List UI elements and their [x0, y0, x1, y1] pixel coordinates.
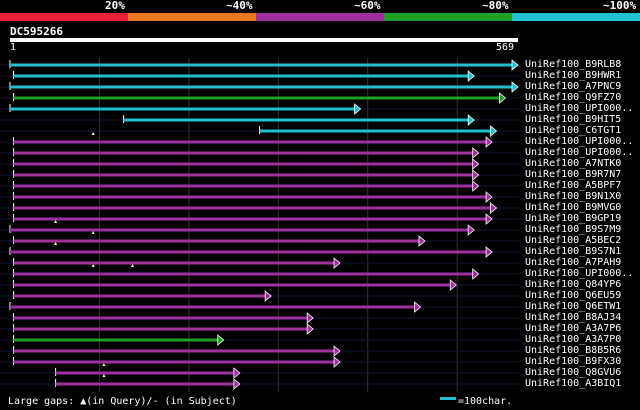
hit-label[interactable]: UniRef100_B9HIT5	[525, 114, 622, 125]
hit-arrow	[217, 334, 225, 346]
hit-label[interactable]: UniRef100_B9FX30	[525, 356, 622, 367]
legend-segment	[512, 13, 640, 21]
hit-label[interactable]: UniRef100_A7PNC9	[525, 81, 622, 92]
identity-legend: 20% ~40% ~60% ~80% ~100%	[0, 0, 640, 24]
hit-arrow	[499, 92, 507, 104]
legend-label: ~100%	[603, 0, 637, 12]
hit-label[interactable]: UniRef100_A3BIQ1	[525, 378, 622, 389]
query-bar	[10, 38, 518, 42]
query-gap-marker	[102, 363, 106, 366]
hit-label[interactable]: UniRef100_Q84YP6	[525, 279, 622, 290]
hit-label[interactable]: UniRef100_Q9FZ70	[525, 92, 622, 103]
hit-label[interactable]: UniRef100_A3A7P6	[525, 323, 622, 334]
hit-label[interactable]: UniRef100_UPI000..	[525, 147, 634, 158]
hit-label[interactable]: UniRef100_B9N1X0	[525, 191, 622, 202]
scale-bar	[440, 397, 456, 400]
query-gap-marker	[54, 242, 58, 245]
hit-arrow	[485, 136, 493, 148]
hit-arrow	[306, 312, 314, 324]
hit-arrow	[472, 147, 480, 159]
hit-arrow	[414, 301, 422, 313]
hit-arrow	[467, 224, 475, 236]
scale-label: =100char.	[458, 396, 513, 407]
hit-label[interactable]: UniRef100_UPI000..	[525, 268, 634, 279]
hit-label[interactable]: UniRef100_Q6ETW1	[525, 301, 622, 312]
hit-arrow	[354, 103, 362, 115]
legend-segment	[128, 13, 256, 21]
legend-segment	[384, 13, 512, 21]
hit-label[interactable]: UniRef100_A3A7P0	[525, 334, 622, 345]
hit-label[interactable]: UniRef100_B9MVG0	[525, 202, 622, 213]
hit-arrow	[485, 191, 493, 203]
hit-arrow	[472, 268, 480, 280]
query-gap-marker	[131, 264, 135, 267]
hit-label[interactable]: UniRef100_B9R7N7	[525, 169, 622, 180]
hit-label[interactable]: UniRef100_A7PAH9	[525, 257, 622, 268]
hit-label[interactable]: UniRef100_A5BPF7	[525, 180, 622, 191]
query-gap-marker	[54, 220, 58, 223]
hit-arrow	[333, 356, 341, 368]
hit-arrow	[467, 70, 475, 82]
query-gap-marker	[102, 374, 106, 377]
hit-arrow	[485, 246, 493, 258]
legend-segment	[0, 13, 128, 21]
query-id: DC595266	[10, 25, 63, 38]
hit-arrow	[490, 125, 498, 137]
hit-arrow	[490, 202, 498, 214]
gaps-legend: Large gaps: ▲(in Query)/- (in Subject)	[8, 396, 237, 407]
hit-arrow	[233, 378, 241, 390]
hit-label[interactable]: UniRef100_B8AJ34	[525, 312, 622, 323]
hit-arrow	[511, 81, 519, 93]
hit-arrow	[449, 279, 457, 291]
query-end-label: 569	[496, 42, 515, 53]
hit-arrow	[306, 323, 314, 335]
query-gap-marker	[91, 264, 95, 267]
legend-label: ~60%	[354, 0, 381, 12]
query-gap-marker	[91, 132, 95, 135]
hit-label[interactable]: UniRef100_C6TGT1	[525, 125, 622, 136]
hit-label[interactable]: UniRef100_A5BEC2	[525, 235, 622, 246]
hit-arrow	[233, 367, 241, 379]
hit-label[interactable]: UniRef100_UPI000..	[525, 103, 634, 114]
hit-arrow	[333, 257, 341, 269]
hit-arrow	[418, 235, 426, 247]
hit-arrow	[472, 169, 480, 181]
hit-arrow	[333, 345, 341, 357]
hit-arrow	[485, 213, 493, 225]
hit-arrow	[264, 290, 272, 302]
hit-label[interactable]: UniRef100_B9HWR1	[525, 70, 622, 81]
hit-arrow	[472, 158, 480, 170]
hit-arrow	[511, 59, 519, 71]
hit-arrow	[472, 180, 480, 192]
hit-label[interactable]: UniRef100_B9S7M9	[525, 224, 622, 235]
hit-label[interactable]: UniRef100_B9RLB8	[525, 59, 622, 70]
hit-label[interactable]: UniRef100_B9S7N1	[525, 246, 622, 257]
hit-label[interactable]: UniRef100_A7NTK0	[525, 158, 622, 169]
legend-label: 20%	[105, 0, 125, 12]
hit-arrow	[467, 114, 475, 126]
hit-label[interactable]: UniRef100_B8B5R6	[525, 345, 622, 356]
legend-label: ~40%	[226, 0, 253, 12]
query-gap-marker	[91, 231, 95, 234]
legend-segment	[256, 13, 384, 21]
hit-label[interactable]: UniRef100_Q6EU59	[525, 290, 622, 301]
legend-label: ~80%	[482, 0, 509, 12]
hit-label[interactable]: UniRef100_Q8GVU6	[525, 367, 622, 378]
query-start-label: 1	[10, 42, 17, 53]
hit-label[interactable]: UniRef100_B9GP19	[525, 213, 622, 224]
hit-label[interactable]: UniRef100_UPI000..	[525, 136, 634, 147]
